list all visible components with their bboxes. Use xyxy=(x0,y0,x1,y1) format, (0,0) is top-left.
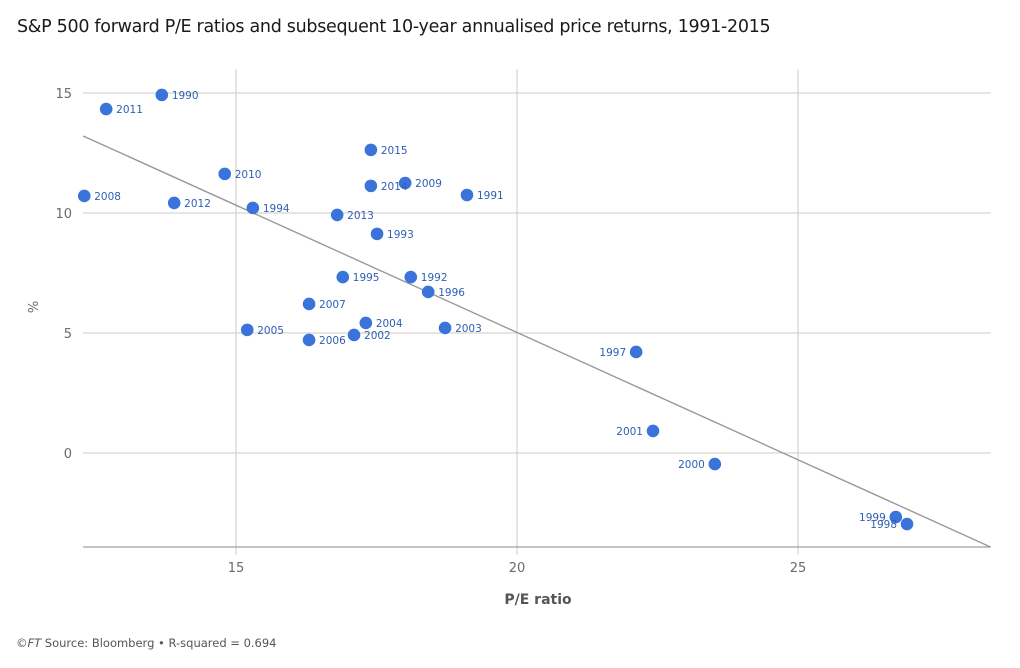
data-point-2001 xyxy=(646,424,660,438)
point-label: 2010 xyxy=(235,169,262,181)
data-point-2010 xyxy=(218,167,232,181)
data-point-2000 xyxy=(708,457,722,471)
data-point-1992 xyxy=(404,270,418,284)
point-label: 2012 xyxy=(184,198,211,210)
data-point-1991 xyxy=(460,188,474,202)
x-tick-label: 15 xyxy=(228,561,245,576)
x-tick-label: 25 xyxy=(790,561,807,576)
x-tick-label: 20 xyxy=(509,561,526,576)
data-point-1995 xyxy=(336,270,350,284)
data-point-2004 xyxy=(359,316,373,330)
trendline xyxy=(82,135,992,548)
points-group: 1990 2011 2008 2012 2010 1994 2015 2014 2009 1991… xyxy=(77,88,914,531)
y-tick-label: 5 xyxy=(64,327,72,342)
data-point-2009 xyxy=(398,176,412,190)
data-point-2015 xyxy=(364,143,378,157)
point-label: 1999 xyxy=(859,512,886,524)
y-axis-title: % xyxy=(27,301,42,313)
point-label: 2003 xyxy=(455,323,482,335)
point-label: 1995 xyxy=(353,272,380,284)
y-tick-label: 15 xyxy=(55,87,72,102)
x-axis-title: P/E ratio xyxy=(504,592,572,608)
point-label: 1994 xyxy=(263,203,290,215)
grid xyxy=(83,69,991,555)
data-point-1994 xyxy=(246,201,260,215)
y-tick-label: 0 xyxy=(64,447,72,462)
point-label: 2005 xyxy=(257,325,284,337)
point-label: 2011 xyxy=(116,104,143,116)
data-point-2008 xyxy=(77,189,91,203)
data-point-1999 xyxy=(889,510,903,524)
data-point-1990 xyxy=(155,88,169,102)
point-label: 1996 xyxy=(438,287,465,299)
data-point-2006 xyxy=(302,333,316,347)
data-point-2012 xyxy=(167,196,181,210)
data-point-2003 xyxy=(438,321,452,335)
data-point-1997 xyxy=(629,345,643,359)
trendline-group xyxy=(82,135,992,548)
point-label: 2009 xyxy=(415,178,442,190)
point-label: 1998 xyxy=(870,519,897,531)
data-point-2002 xyxy=(347,328,361,342)
data-point-1993 xyxy=(370,227,384,241)
data-point-1998 xyxy=(900,517,914,531)
point-label: 2004 xyxy=(376,318,403,330)
point-label: 2006 xyxy=(319,335,346,347)
point-label: 1993 xyxy=(387,229,414,241)
point-label: 2000 xyxy=(678,459,705,471)
source-note: Source: Bloomberg • R-squared = 0.694 xyxy=(41,636,277,650)
data-point-2011 xyxy=(99,102,113,116)
footer: ©FT Source: Bloomberg • R-squared = 0.69… xyxy=(16,636,277,650)
y-tick-label: 10 xyxy=(55,207,72,222)
x-tick-labels: 15 20 25 xyxy=(228,561,807,576)
data-point-2014 xyxy=(364,179,378,193)
point-label: 2015 xyxy=(381,145,408,157)
point-label: 1997 xyxy=(599,347,626,359)
point-label: 2013 xyxy=(347,210,374,222)
copyright: ©FT xyxy=(16,636,42,650)
data-point-2005 xyxy=(240,323,254,337)
point-label: 2001 xyxy=(616,426,643,438)
point-label: 1992 xyxy=(421,272,448,284)
point-label: 2002 xyxy=(364,330,391,342)
data-point-2013 xyxy=(330,208,344,222)
point-label: 1991 xyxy=(477,190,504,202)
data-point-1996 xyxy=(421,285,435,299)
point-label: 1990 xyxy=(172,90,199,102)
data-point-2007 xyxy=(302,297,316,311)
point-label: 2008 xyxy=(94,191,121,203)
point-label: 2007 xyxy=(319,299,346,311)
point-label: 2014 xyxy=(381,181,408,193)
chart-title: S&P 500 forward P/E ratios and subsequen… xyxy=(17,17,771,37)
y-tick-labels: 0 5 10 15 xyxy=(55,87,72,462)
